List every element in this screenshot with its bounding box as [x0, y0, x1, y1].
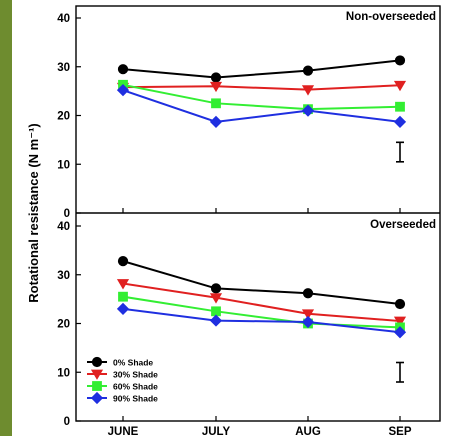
text-layer: 0 10 20 30 40 Non-overseeded 0 10 20 30 40 Overseed…: [26, 11, 436, 436]
panel1-series-0-point: [210, 72, 222, 83]
panel1-series-3-point: [393, 115, 407, 128]
legend-label: 30% Shade: [113, 370, 158, 380]
panel1-series-1-point: [393, 80, 407, 92]
y-axis-label: Rotational resistance (N m⁻¹): [26, 123, 41, 303]
panel2-series-1-point: [116, 279, 130, 290]
panel1-series-0-point: [117, 64, 129, 75]
panel1-series-3-point: [116, 84, 130, 97]
panel2-series-0-point: [210, 283, 222, 294]
panel1-ytick-label: 0: [64, 208, 70, 220]
legend-marker: [90, 391, 104, 405]
x-category-label: AUG: [295, 426, 321, 436]
panel2-ytick-label: 10: [57, 367, 70, 379]
legend-marker: [91, 356, 103, 368]
panel1-series-0-point: [302, 65, 314, 76]
panel1-ytick-label: 40: [57, 13, 70, 25]
panel1-ytick-label: 10: [57, 159, 70, 171]
left-decorative-band: [0, 0, 12, 436]
panel2-ytick-label: 40: [57, 221, 70, 233]
panel1-series-0-point: [394, 55, 406, 66]
panel2-ytick-label: 30: [57, 270, 70, 282]
panel1-series-1-point: [209, 81, 223, 93]
panel2-ytick-label: 20: [57, 319, 70, 331]
panel2-series-1-point: [301, 309, 315, 320]
panel1-series-2-point: [211, 98, 221, 109]
panel2-series-3-point: [301, 315, 315, 329]
panel2-series-line-1: [122, 282, 401, 323]
panel1-ytick-label: 20: [57, 111, 70, 123]
panel2-title: Overseeded: [370, 219, 436, 231]
panel1-series-line-1: [122, 84, 401, 91]
panel2-series-1-point: [209, 293, 223, 304]
panel1-series-line-3: [122, 89, 401, 123]
x-category-label: JUNE: [108, 426, 139, 436]
panel2-ytick-label: 0: [64, 416, 70, 428]
panel1-series-line-0: [122, 59, 401, 79]
panel2-series-3-point: [209, 314, 223, 327]
panel2-series-2-point: [118, 291, 128, 302]
panel2-series-0-point: [394, 298, 406, 310]
panel1-series-2-point: [395, 101, 405, 112]
marks-layer: [87, 55, 407, 405]
panel2-series-line-2: [122, 295, 401, 329]
legend-label: 90% Shade: [113, 394, 158, 404]
panel1-ytick-label: 30: [57, 62, 70, 74]
panel1-series-3-point: [209, 115, 223, 128]
panel2-series-1-point: [393, 316, 407, 327]
panel2-series-2-point: [211, 306, 221, 317]
panel2-series-3-point: [393, 326, 407, 339]
panel1-title: Non-overseeded: [346, 11, 436, 23]
panel2-series-3-point: [116, 302, 130, 315]
legend-marker: [90, 369, 104, 380]
x-category-label: SEP: [388, 426, 411, 436]
panel2-series-line-0: [122, 260, 401, 305]
x-category-label: JULY: [202, 426, 231, 436]
panel1-series-1-point: [301, 85, 315, 96]
panel2-series-0-point: [302, 288, 314, 299]
panel2-series-line-3: [122, 307, 401, 334]
panel1-series-line-2: [122, 83, 401, 111]
panel1-series-3-point: [301, 104, 315, 117]
legend-label: 0% Shade: [113, 358, 153, 368]
panel2-series-0-point: [117, 256, 129, 267]
legend-marker: [92, 381, 102, 391]
legend-label: 60% Shade: [113, 382, 158, 392]
axes-layer: [75, 5, 441, 422]
